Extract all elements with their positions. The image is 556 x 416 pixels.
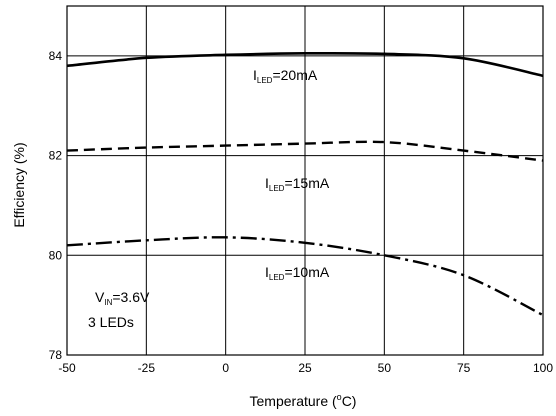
- series-iled-20ma: [66, 51, 544, 78]
- x-axis-title: Temperature (oC): [250, 392, 357, 409]
- y-tick-label: 80: [49, 248, 63, 262]
- tick-labels: -50 -25 0 25 50 75 100 78 80 82 84: [49, 49, 554, 375]
- label-iled-10ma: ILED=10mA: [265, 264, 330, 282]
- y-tick-label: 84: [49, 49, 63, 63]
- label-iled-20ma: ILED=20mA: [253, 67, 318, 85]
- x-tick-label: 75: [457, 361, 471, 375]
- grid: [67, 6, 543, 355]
- series-lines: [66, 51, 544, 317]
- x-tick-label: 100: [533, 361, 553, 375]
- series-iled-15ma: [66, 140, 544, 162]
- x-tick-label: -50: [58, 361, 76, 375]
- label-vin: VIN=3.6V: [95, 289, 150, 307]
- x-tick-label: 25: [298, 361, 312, 375]
- label-iled-15ma: ILED=15mA: [265, 175, 330, 193]
- y-tick-label: 82: [49, 149, 63, 163]
- x-tick-label: 0: [222, 361, 229, 375]
- y-axis-title: Efficiency (%): [11, 142, 27, 227]
- plot-frame: [66, 5, 544, 356]
- x-tick-label: 50: [378, 361, 392, 375]
- label-led-count: 3 LEDs: [88, 314, 134, 330]
- x-tick-label: -25: [138, 361, 156, 375]
- y-tick-label: 78: [49, 348, 63, 362]
- series-iled-10ma: [66, 236, 544, 317]
